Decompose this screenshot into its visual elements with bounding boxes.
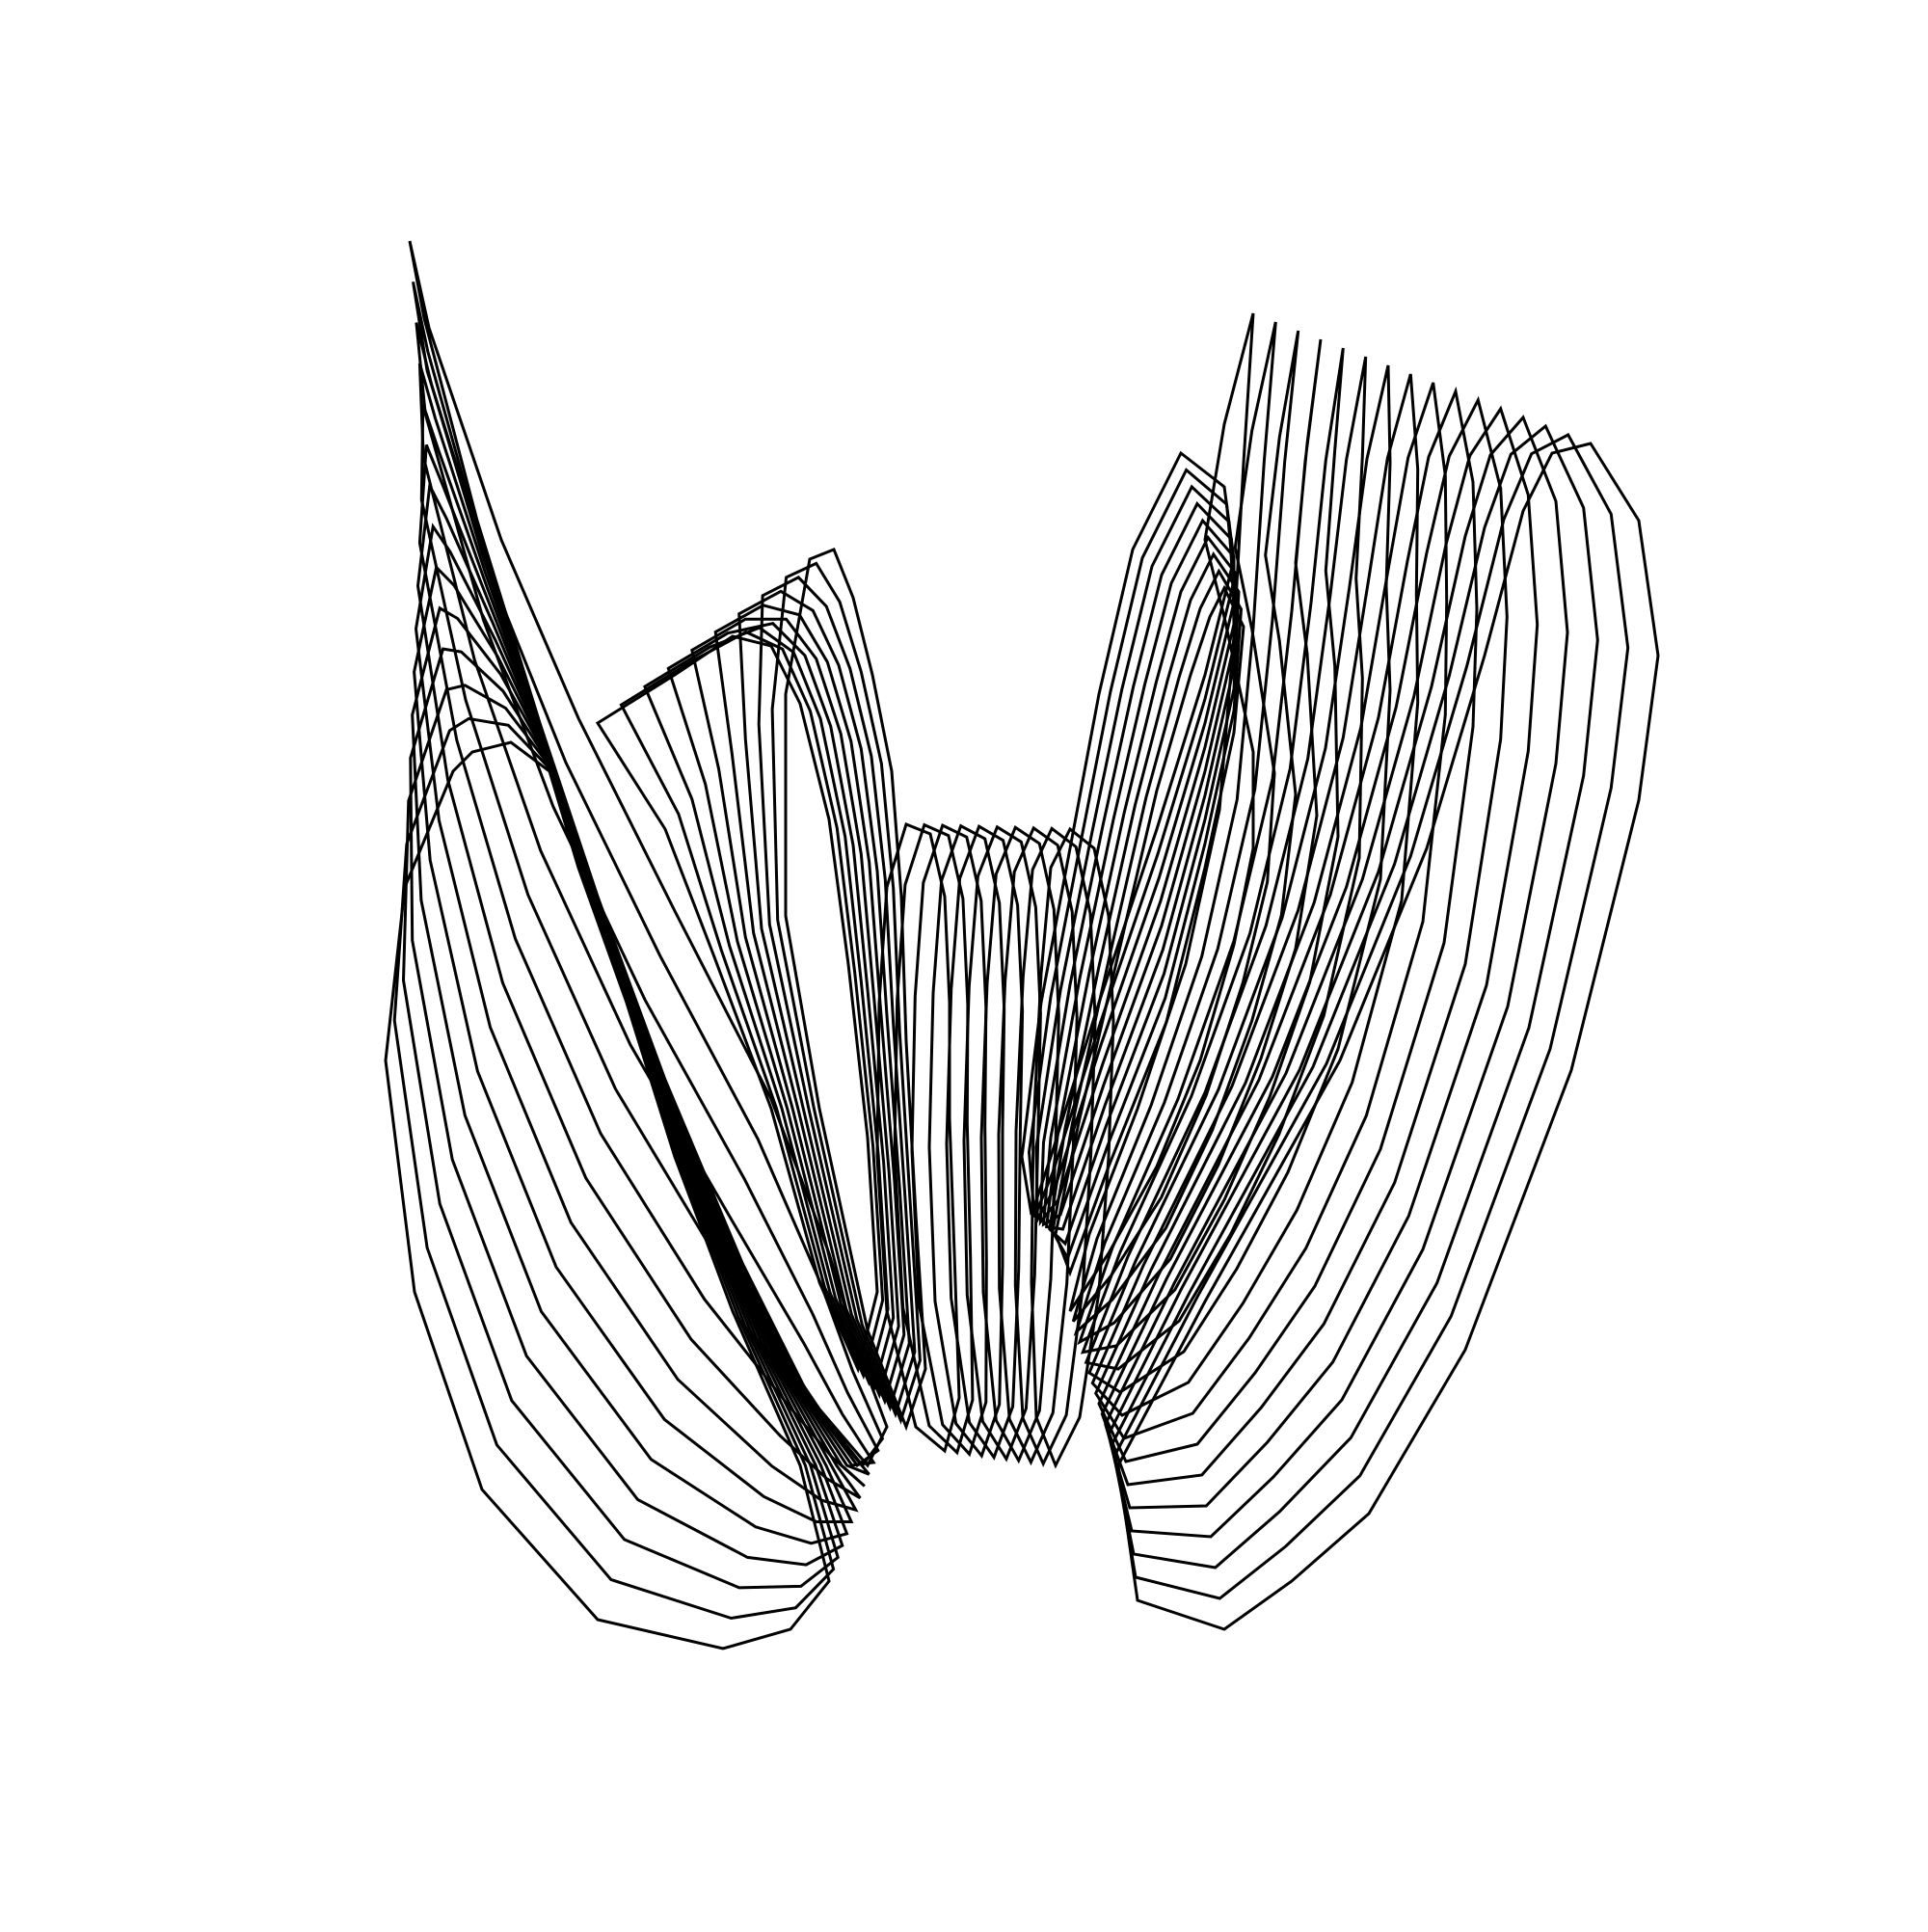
left-inner-loop-1: [595, 634, 879, 1374]
left-wing-loop-13: [392, 716, 836, 1621]
right-wing-loop-13: [1107, 415, 1569, 1539]
right-wing-loop-1: [1068, 312, 1255, 1312]
right-wing-loop-7: [1087, 364, 1392, 1394]
left-wing-loop-2: [412, 281, 885, 1468]
right-wing-loop-5: [1080, 347, 1345, 1355]
left-inner-loop-6: [713, 604, 906, 1406]
right-wing-loop-15: [1113, 432, 1630, 1600]
left-wing-loop-7: [415, 480, 862, 1500]
center-loop-7: [979, 825, 1060, 1464]
right-wing-loop-6: [1084, 356, 1368, 1371]
center-loop-8: [997, 825, 1079, 1466]
right-wing-loop-16: [1116, 442, 1660, 1631]
center-loop-9: [1013, 826, 1097, 1467]
left-wing-loop-14: [384, 740, 831, 1650]
right-wing-loop-14: [1110, 423, 1599, 1570]
left-wing-loop-8: [414, 523, 859, 1513]
right-wing-loop-10: [1097, 386, 1479, 1463]
right-wing-loop-9: [1094, 382, 1449, 1440]
left-inner-loop-8: [757, 576, 917, 1419]
center-loop-3: [910, 823, 988, 1458]
left-inner-loop-4: [666, 622, 896, 1393]
center-loop-1: [875, 822, 961, 1454]
left-inner-loop-2: [619, 630, 885, 1381]
right-wing-loop-12: [1104, 405, 1540, 1510]
left-wing-loop-12: [401, 684, 840, 1590]
left-inner-loop-9: [770, 561, 922, 1425]
left-wing-loop-11: [409, 647, 844, 1567]
center-loop-10: [1030, 826, 1115, 1469]
left-wing-loop-9: [413, 564, 854, 1523]
left-wing-loop-10: [411, 605, 849, 1545]
right-wing-loop-11: [1100, 395, 1509, 1487]
left-wing-loop-1: [408, 240, 889, 1468]
right-wing-loop-3: [1073, 330, 1300, 1337]
center-loop-2: [893, 822, 975, 1456]
right-inner-loop-9: [1054, 584, 1245, 1277]
center-loop-4: [927, 823, 1006, 1460]
left-inner-loop-7: [737, 589, 911, 1412]
